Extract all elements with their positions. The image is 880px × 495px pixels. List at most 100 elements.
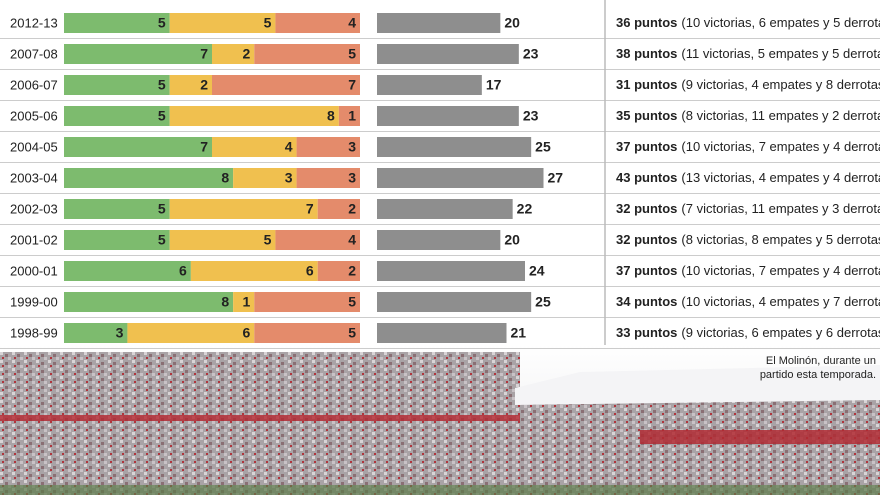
bar-segment [317, 199, 360, 219]
bar-segment [127, 323, 255, 343]
points-detail: (13 victorias, 4 empates y 4 derrotas) [681, 170, 880, 185]
bar-segment [64, 44, 212, 64]
season-label: 2001-02 [10, 232, 58, 247]
bar-segment [233, 292, 255, 312]
bar-segment [296, 168, 360, 188]
bar-segment [64, 199, 170, 219]
segment-label: 2 [200, 77, 208, 93]
points-total: 43 puntos [616, 170, 677, 185]
bar-segment [254, 323, 360, 343]
bar-segment [64, 230, 170, 250]
points-detail: (10 victorias, 7 empates y 4 derrotas) [681, 263, 880, 278]
segment-label: 4 [348, 15, 356, 31]
bar-label: 21 [511, 325, 527, 341]
segment-label: 1 [242, 294, 250, 310]
segment-label: 5 [348, 325, 356, 341]
bar-label: 20 [504, 232, 520, 248]
segment-label: 3 [285, 170, 293, 186]
season-label: 1998-99 [10, 325, 58, 340]
photo-caption: El Molinón, durante un [766, 355, 876, 367]
bar-label: 23 [523, 108, 539, 124]
bar-segment [212, 137, 297, 157]
segment-label: 2 [348, 201, 356, 217]
segment-label: 7 [200, 139, 208, 155]
bar [377, 44, 519, 64]
season-label: 2006-07 [10, 77, 58, 92]
points-text: 32 puntos (8 victorias, 8 empates y 5 der… [616, 232, 880, 247]
points-total: 35 puntos [616, 108, 677, 123]
bar-segment [275, 230, 360, 250]
segment-label: 4 [348, 232, 356, 248]
bar-label: 25 [535, 294, 551, 310]
season-label: 2003-04 [10, 170, 58, 185]
segment-label: 6 [242, 325, 250, 341]
bar [377, 323, 507, 343]
bar-segment [317, 261, 360, 281]
points-total: 31 puntos [616, 77, 677, 92]
bar [377, 292, 532, 312]
segment-label: 5 [158, 15, 166, 31]
bar-segment [338, 106, 360, 126]
segment-label: 8 [327, 108, 335, 124]
bar-label: 17 [486, 77, 502, 93]
points-text: 38 puntos (11 victorias, 5 empates y 5 de… [616, 46, 880, 61]
points-text: 37 puntos (10 victorias, 7 empates y 4 de… [616, 263, 880, 278]
points-total: 36 puntos [616, 15, 677, 30]
bar-segment [169, 199, 318, 219]
bar-segment [64, 75, 170, 95]
bar-segment [64, 292, 234, 312]
points-total: 38 puntos [616, 46, 677, 61]
segment-label: 7 [306, 201, 314, 217]
points-detail: (10 victorias, 4 empates y 7 derrotas) [681, 294, 880, 309]
segment-label: 5 [264, 15, 272, 31]
bar [377, 168, 544, 188]
points-detail: (10 victorias, 7 empates y 4 derrotas) [681, 139, 880, 154]
points-detail: (9 victorias, 4 empates y 8 derrotas) [681, 77, 880, 92]
bar-segment [254, 292, 360, 312]
segment-label: 3 [348, 170, 356, 186]
photo-caption: partido esta temporada. [760, 369, 876, 381]
points-total: 32 puntos [616, 201, 677, 216]
bar-segment [169, 13, 276, 33]
bar-label: 27 [548, 170, 564, 186]
bar [377, 137, 532, 157]
segment-label: 6 [179, 263, 187, 279]
bar-segment [212, 44, 255, 64]
points-text: 43 puntos (13 victorias, 4 empates y 4 de… [616, 170, 880, 185]
bar-label: 22 [517, 201, 533, 217]
bar-segment [64, 261, 191, 281]
bar-label: 24 [529, 263, 545, 279]
points-text: 31 puntos (9 victorias, 4 empates y 8 der… [616, 77, 880, 92]
segment-label: 5 [158, 232, 166, 248]
season-label: 2005-06 [10, 108, 58, 123]
bar-label: 23 [523, 46, 539, 62]
points-text: 37 puntos (10 victorias, 7 empates y 4 de… [616, 139, 880, 154]
segment-label: 6 [306, 263, 314, 279]
segment-label: 3 [348, 139, 356, 155]
points-detail: (8 victorias, 8 empates y 5 derrotas) [681, 232, 880, 247]
segment-label: 8 [221, 294, 229, 310]
segment-label: 5 [348, 294, 356, 310]
bar-label: 20 [504, 15, 520, 31]
bar-segment [169, 106, 339, 126]
segment-label: 5 [158, 201, 166, 217]
bar-segment [190, 261, 318, 281]
bar-segment [296, 137, 360, 157]
points-total: 32 puntos [616, 232, 677, 247]
points-detail: (8 victorias, 11 empates y 2 derrotas) [681, 108, 880, 123]
segment-label: 3 [116, 325, 124, 341]
segment-label: 2 [348, 263, 356, 279]
photo [0, 345, 880, 495]
segment-label: 7 [200, 46, 208, 62]
segment-label: 8 [221, 170, 229, 186]
bar-segment [212, 75, 360, 95]
segment-label: 7 [348, 77, 356, 93]
points-detail: (11 victorias, 5 empates y 5 derrotas) [681, 46, 880, 61]
segment-label: 5 [158, 108, 166, 124]
bar-segment [64, 106, 170, 126]
bar-segment [275, 13, 360, 33]
season-label: 2007-08 [10, 46, 58, 61]
points-text: 34 puntos (10 victorias, 4 empates y 7 de… [616, 294, 880, 309]
bar-segment [64, 13, 170, 33]
